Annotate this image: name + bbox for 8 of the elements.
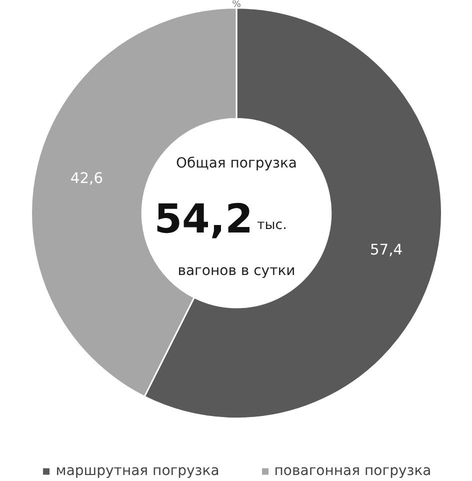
text: вагонов в сутки	[178, 262, 296, 279]
data-label: 57,4	[370, 241, 403, 258]
data-label: 42,6	[70, 170, 104, 187]
text: 54,2	[154, 196, 253, 242]
legend-label: маршрутная погрузка	[56, 463, 220, 479]
legend-label: повагонная погрузка	[274, 463, 432, 479]
text: тыс.	[257, 218, 287, 234]
text: Общая погрузка	[176, 156, 298, 172]
